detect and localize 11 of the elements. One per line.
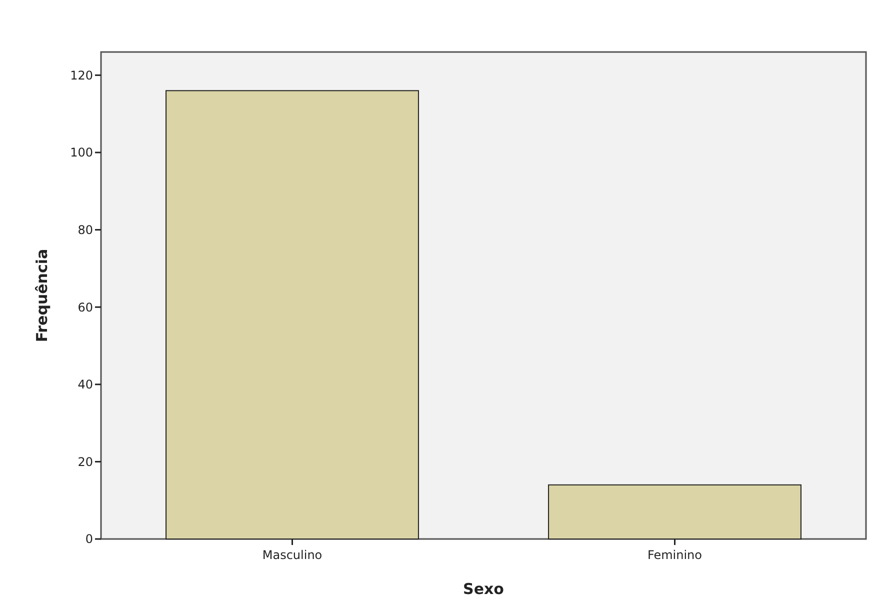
- y-tick-label: 0: [85, 532, 93, 546]
- y-tick-label: 60: [78, 300, 93, 314]
- x-axis-title: Sexo: [463, 580, 504, 598]
- y-tick-label: 120: [70, 68, 93, 82]
- y-tick-label: 20: [78, 454, 93, 469]
- x-tick-label: Feminino: [647, 548, 702, 562]
- x-tick-label: Masculino: [262, 548, 322, 562]
- y-tick-label: 40: [78, 378, 93, 392]
- y-axis-title: Frequência: [33, 248, 51, 342]
- y-tick-label: 80: [78, 222, 93, 237]
- y-tick-label: 100: [70, 146, 93, 160]
